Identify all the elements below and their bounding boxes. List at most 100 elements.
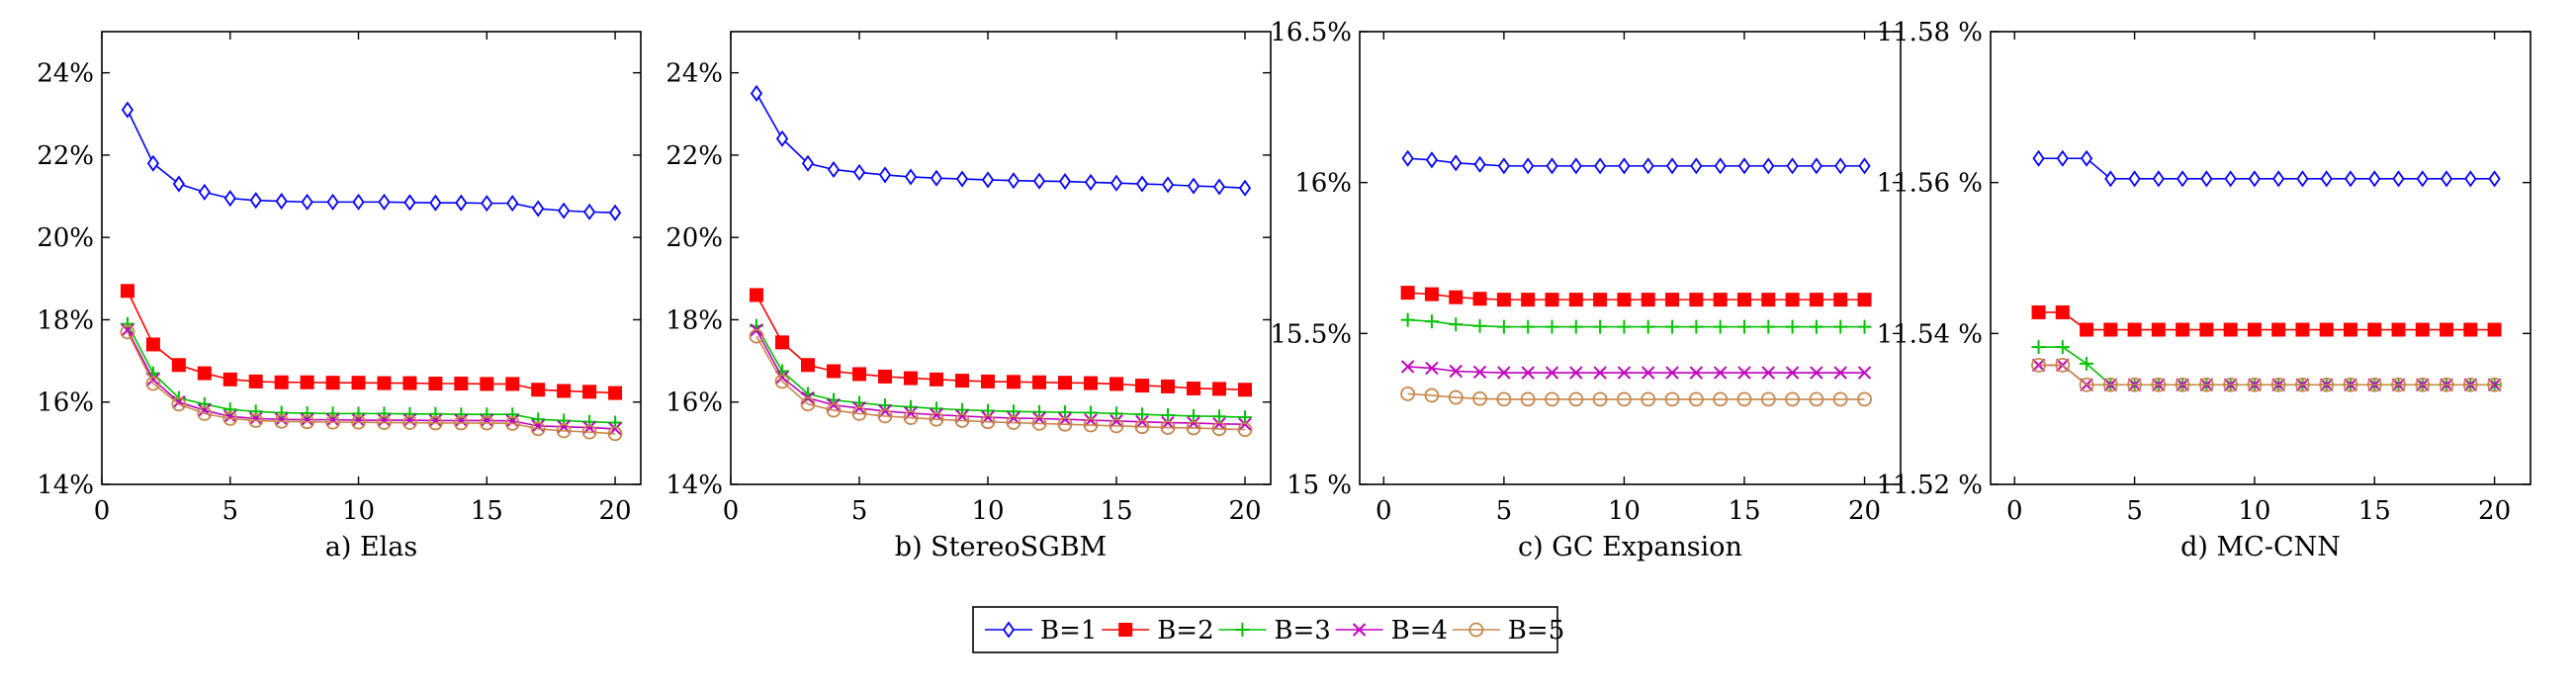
legend-marker <box>1235 623 1250 637</box>
data-point <box>428 376 443 390</box>
data-point <box>903 410 919 425</box>
data-point <box>749 328 764 344</box>
data-point <box>1833 319 1848 334</box>
data-point <box>2488 170 2501 188</box>
data-point <box>2440 322 2454 337</box>
series-b-5 <box>2031 357 2503 392</box>
data-point <box>1496 319 1511 334</box>
data-point <box>1714 157 1727 175</box>
data-point <box>1425 151 1439 169</box>
series-b-5 <box>120 324 623 442</box>
data-point <box>750 288 763 302</box>
data-point <box>197 396 212 411</box>
data-point <box>1594 157 1607 175</box>
data-point <box>2391 377 2406 392</box>
data-point <box>248 413 264 428</box>
x-tick-label: 15 <box>471 496 503 526</box>
y-tick-label: 22% <box>37 141 94 171</box>
legend-item-b-2: B=2 <box>1102 616 1214 646</box>
data-point <box>775 129 789 147</box>
series-b-4 <box>1400 360 1872 380</box>
data-point <box>1545 319 1559 334</box>
data-point <box>1238 417 1252 431</box>
data-point <box>2223 322 2238 337</box>
data-point <box>402 415 417 430</box>
data-point <box>2152 170 2165 188</box>
data-point <box>2031 304 2046 319</box>
x-tick-label: 15 <box>2358 496 2391 526</box>
y-tick-label: 11.58 % <box>1877 18 1983 47</box>
data-point <box>1032 411 1046 426</box>
data-point <box>248 404 263 419</box>
legend-marker <box>1002 621 1016 639</box>
y-tick-label: 22% <box>666 141 723 171</box>
data-point <box>1449 290 1464 304</box>
data-point <box>1664 391 1680 407</box>
data-point <box>1448 389 1464 405</box>
data-point <box>505 407 520 422</box>
data-point <box>1810 366 1823 380</box>
data-point <box>1496 293 1511 307</box>
data-point <box>1713 319 1728 334</box>
legend-item-b-3: B=3 <box>1218 616 1331 646</box>
y-tick-label: 15.5% <box>1270 319 1352 349</box>
y-tick-label: 16% <box>1294 169 1352 199</box>
data-point <box>2416 170 2429 188</box>
data-point <box>2176 170 2189 188</box>
data-point <box>2031 357 2046 373</box>
data-point <box>852 163 866 181</box>
data-point <box>1497 366 1511 380</box>
data-point <box>1689 293 1704 307</box>
legend-marker <box>1118 623 1133 637</box>
data-point <box>930 372 943 387</box>
data-point <box>1617 391 1632 407</box>
x-tick-label: 20 <box>2478 496 2511 526</box>
series-b-4 <box>2031 358 2502 391</box>
x-tick-label: 15 <box>1728 496 1760 526</box>
data-point <box>1187 408 1200 423</box>
series-b-4 <box>750 323 1252 431</box>
data-point <box>851 405 867 421</box>
data-point <box>403 194 416 212</box>
data-point <box>1737 157 1751 175</box>
plot-frame <box>730 31 1272 485</box>
data-point <box>352 193 365 211</box>
data-point <box>904 168 918 186</box>
data-point <box>1568 293 1583 307</box>
data-point <box>351 414 366 430</box>
data-point <box>1007 172 1021 190</box>
data-point <box>429 194 442 212</box>
data-point <box>1665 157 1679 175</box>
y-tick-label: 15 % <box>1287 471 1352 500</box>
data-point <box>1713 366 1728 380</box>
x-tick-label: 20 <box>1228 496 1261 526</box>
data-point <box>1713 391 1729 407</box>
data-point <box>198 183 211 201</box>
data-point <box>1833 366 1847 380</box>
series-b-2 <box>2031 304 2502 337</box>
data-point <box>2102 377 2118 392</box>
data-point <box>2368 170 2381 188</box>
data-point <box>2343 377 2358 392</box>
data-point <box>2319 322 2334 337</box>
legend: B=1 B=2 B=3 B=4 B=5 <box>972 606 1564 653</box>
data-point <box>1520 391 1536 407</box>
data-point <box>852 401 866 415</box>
data-point <box>197 405 213 421</box>
plot-frame <box>1990 31 2532 485</box>
data-point <box>402 376 417 390</box>
data-point <box>2080 149 2093 167</box>
data-point <box>955 170 969 188</box>
data-point <box>1736 293 1751 307</box>
data-point <box>274 413 290 429</box>
data-point <box>1809 391 1824 407</box>
data-point <box>1762 157 1775 175</box>
data-point <box>2080 356 2094 371</box>
data-point <box>1737 366 1751 380</box>
data-point <box>607 426 623 442</box>
data-point <box>351 376 366 390</box>
data-point <box>1641 293 1655 307</box>
data-point <box>1761 366 1775 380</box>
series-line <box>755 335 1246 431</box>
data-point <box>145 337 160 352</box>
